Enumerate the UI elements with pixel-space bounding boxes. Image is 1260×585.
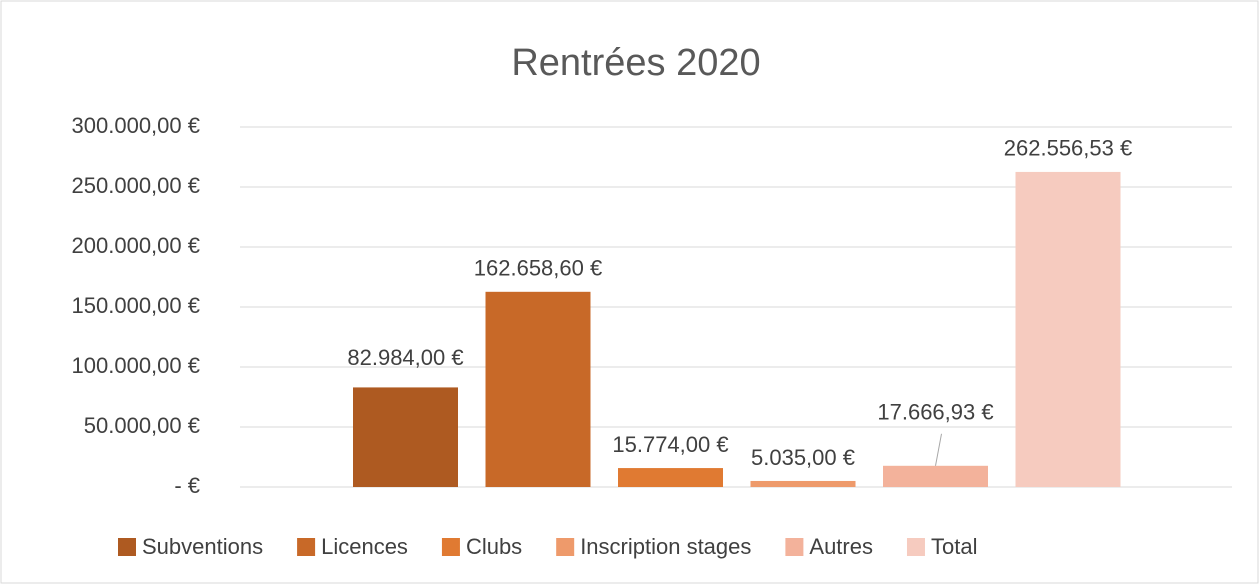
legend-label: Inscription stages <box>580 534 751 559</box>
legend-label: Licences <box>321 534 408 559</box>
legend-swatch <box>118 538 136 556</box>
legend-swatch <box>297 538 316 556</box>
data-label: 82.984,00 € <box>347 345 463 370</box>
bar <box>485 291 591 487</box>
y-tick-label: 250.000,00 € <box>72 173 200 198</box>
legend-label: Autres <box>809 534 873 559</box>
bar <box>353 387 458 487</box>
chart-title: Rentrées 2020 <box>511 42 760 84</box>
y-tick-label: 50.000,00 € <box>84 413 200 438</box>
legend-label: Subventions <box>142 534 263 559</box>
data-label: 5.035,00 € <box>751 445 855 470</box>
data-label: 262.556,53 € <box>1004 136 1132 161</box>
data-label: 17.666,93 € <box>877 400 993 425</box>
y-tick-label: 150.000,00 € <box>72 293 200 318</box>
bar <box>750 480 856 487</box>
y-tick-label: - € <box>174 473 200 498</box>
legend-swatch <box>556 538 575 556</box>
legend-swatch <box>785 538 804 556</box>
leader-line <box>935 433 942 466</box>
legend-label: Clubs <box>466 534 522 559</box>
legend-swatch <box>906 538 925 556</box>
bar <box>618 468 723 487</box>
y-tick-label: 200.000,00 € <box>72 233 200 258</box>
data-label: 15.774,00 € <box>612 432 728 457</box>
y-tick-label: 300.000,00 € <box>72 113 200 138</box>
legend-label: Total <box>931 534 977 559</box>
data-label: 162.658,60 € <box>474 256 602 281</box>
legend-swatch <box>441 538 460 556</box>
bar <box>883 465 988 487</box>
y-tick-label: 100.000,00 € <box>72 353 200 378</box>
bar <box>1015 171 1121 487</box>
